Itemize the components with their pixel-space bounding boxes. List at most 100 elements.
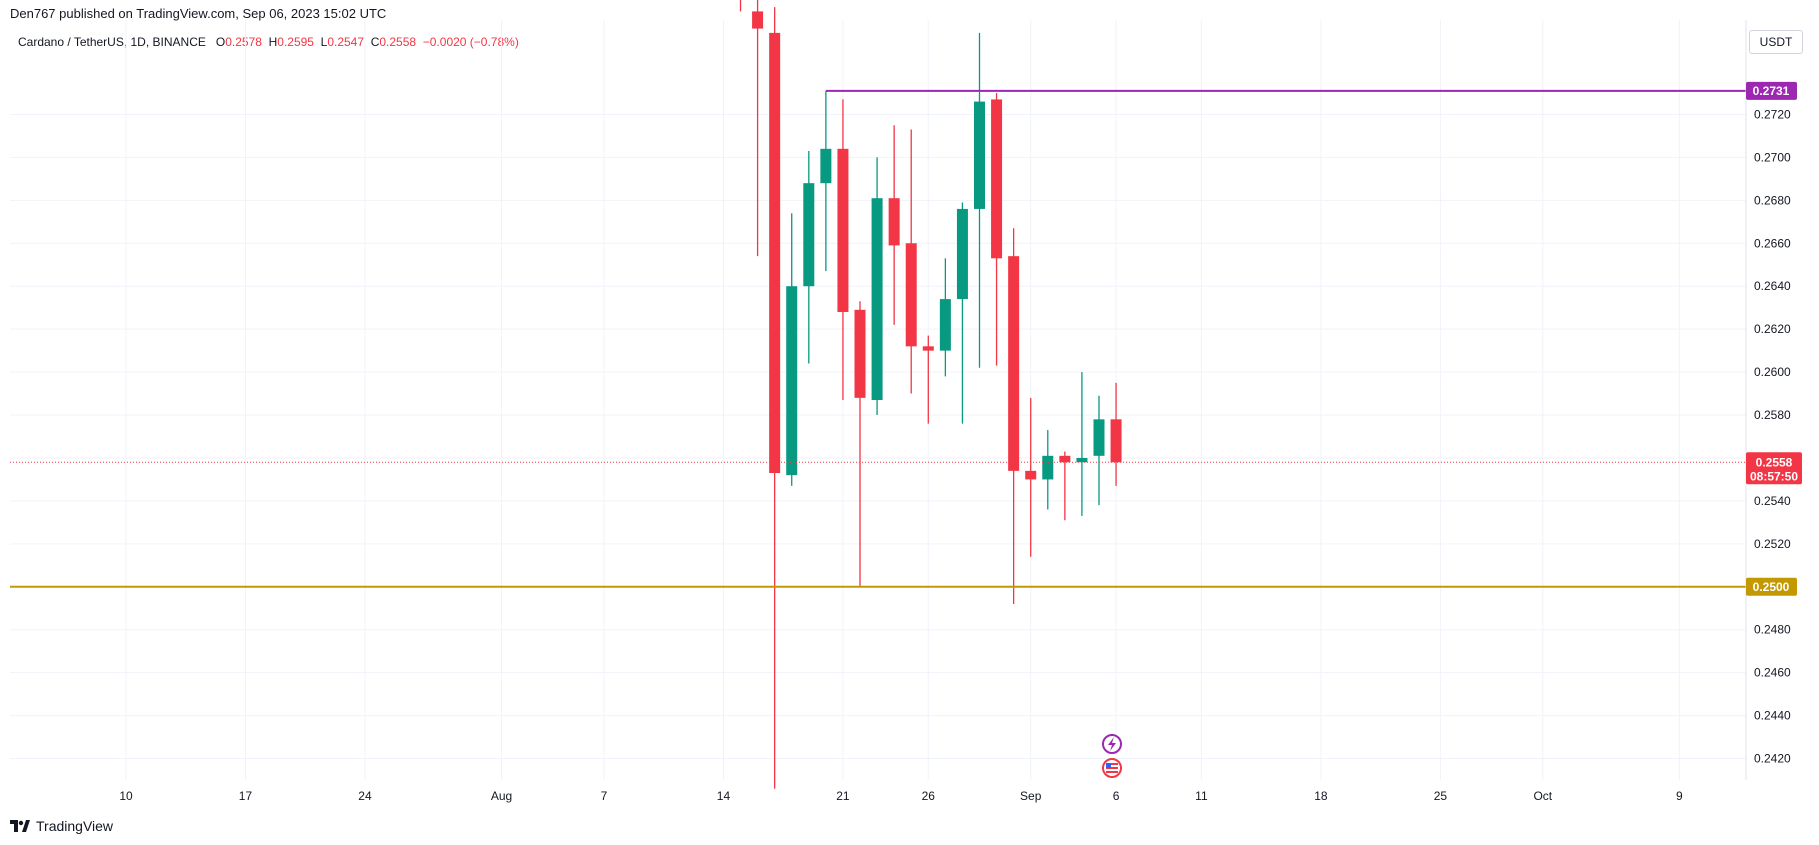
candle bbox=[837, 99, 849, 400]
candle-body bbox=[922, 346, 934, 351]
x-tick-label: 11 bbox=[1195, 789, 1208, 803]
candle-body bbox=[1059, 455, 1071, 463]
last-price-tag-text: 0.2558 bbox=[1756, 455, 1793, 469]
candles-layer bbox=[739, 0, 1122, 789]
candle-body bbox=[752, 11, 764, 29]
candle bbox=[871, 157, 883, 416]
y-tick-label: 0.2640 bbox=[1754, 279, 1791, 293]
y-tick-label: 0.2420 bbox=[1754, 752, 1791, 766]
candle-body bbox=[803, 183, 815, 287]
candle bbox=[1093, 395, 1105, 506]
y-tick-label: 0.2620 bbox=[1754, 322, 1791, 336]
candle-body bbox=[1110, 419, 1122, 463]
y-tick-label: 0.2660 bbox=[1754, 236, 1791, 250]
candle bbox=[1059, 451, 1071, 521]
x-tick-label: 18 bbox=[1314, 789, 1328, 803]
candle bbox=[1110, 382, 1122, 486]
y-tick-label: 0.2460 bbox=[1754, 666, 1791, 680]
candle bbox=[905, 129, 917, 394]
candle-body bbox=[769, 32, 781, 473]
y-tick-label: 0.2680 bbox=[1754, 193, 1791, 207]
price-level-tag bbox=[1746, 577, 1797, 596]
x-tick-label: Sep bbox=[1020, 789, 1042, 803]
candle bbox=[1076, 372, 1088, 516]
price-axis: 0.2420 0.2440 0.2460 0.2480 0.2500 0.2520 0.25… bbox=[1754, 107, 1791, 765]
us-flag-icon[interactable] bbox=[1102, 758, 1122, 778]
price-level-tag-text: 0.2731 bbox=[1753, 84, 1790, 98]
candle bbox=[956, 202, 968, 424]
y-tick-label: 0.2540 bbox=[1754, 494, 1791, 508]
candle bbox=[1042, 430, 1054, 510]
y-tick-label: 0.2480 bbox=[1754, 623, 1791, 637]
footer-brand[interactable]: TradingView bbox=[10, 818, 113, 834]
x-tick-label: 6 bbox=[1113, 789, 1120, 803]
candle-body bbox=[974, 101, 985, 209]
time-axis: 10 17 24 Aug 7 14 21 26 Sep 6 11 18 25 Oct 9 bbox=[119, 789, 1683, 803]
candle-body bbox=[905, 243, 917, 347]
symbol-legend: Cardano / TetherUS, 1D, BINANCE O0.2578 … bbox=[18, 35, 519, 49]
x-tick-label: 17 bbox=[239, 789, 253, 803]
candle-body bbox=[939, 299, 951, 351]
change-value: −0.0020 (−0.78%) bbox=[422, 35, 519, 49]
open-label: O bbox=[215, 35, 226, 49]
candle bbox=[752, 0, 764, 257]
y-tick-label: 0.2440 bbox=[1754, 709, 1791, 723]
candle-body bbox=[786, 286, 798, 476]
tradingview-brand-label: TradingView bbox=[36, 818, 114, 834]
last-price-tag bbox=[1746, 452, 1802, 485]
candle-body bbox=[1076, 457, 1088, 463]
published-by-text: Den767 published on TradingView.com, Sep… bbox=[10, 6, 387, 21]
x-tick-label: 24 bbox=[358, 789, 372, 803]
horizontal-lines-layer bbox=[10, 89, 1746, 588]
high-label: H bbox=[268, 35, 278, 49]
x-tick-label: 21 bbox=[836, 789, 850, 803]
y-tick-label: 0.2700 bbox=[1754, 150, 1791, 164]
events-markers[interactable] bbox=[1102, 734, 1122, 778]
candle bbox=[1025, 397, 1037, 557]
low-label: L bbox=[320, 35, 328, 49]
candle bbox=[974, 32, 985, 368]
candle bbox=[939, 258, 951, 377]
candle-body bbox=[820, 148, 832, 184]
candle bbox=[991, 92, 1003, 366]
x-tick-label: 9 bbox=[1676, 789, 1683, 803]
x-tick-label: 26 bbox=[922, 789, 936, 803]
candle-body bbox=[888, 198, 900, 246]
candle bbox=[739, 0, 742, 12]
countdown-tag-text: 08:57:50 bbox=[1750, 469, 1798, 483]
candle bbox=[786, 213, 798, 486]
candle bbox=[888, 125, 900, 325]
candle bbox=[769, 7, 781, 789]
candle-body bbox=[1008, 256, 1020, 471]
candle bbox=[803, 150, 815, 364]
price-level-tag bbox=[1746, 81, 1797, 100]
candle bbox=[922, 335, 934, 424]
y-tick-label: 0.2580 bbox=[1754, 408, 1791, 422]
x-tick-label: 25 bbox=[1434, 789, 1448, 803]
candle-body bbox=[1093, 419, 1105, 456]
tradingview-logo-icon bbox=[10, 820, 30, 832]
candle-body bbox=[956, 208, 968, 300]
y-tick-label: 0.2720 bbox=[1754, 107, 1791, 121]
symbol-name[interactable]: Cardano / TetherUS, 1D, BINANCE bbox=[18, 35, 206, 49]
candle-body bbox=[871, 198, 883, 400]
low-value: 0.2547 bbox=[327, 35, 365, 49]
x-tick-label: 7 bbox=[601, 789, 608, 803]
lightning-icon[interactable] bbox=[1102, 734, 1122, 754]
x-tick-label: Aug bbox=[491, 789, 512, 803]
close-label: C bbox=[370, 35, 380, 49]
x-tick-label: 10 bbox=[119, 789, 133, 803]
x-tick-label: Oct bbox=[1533, 789, 1552, 803]
x-tick-label: 14 bbox=[717, 789, 731, 803]
candle-body bbox=[1025, 470, 1037, 480]
high-value: 0.2595 bbox=[277, 35, 314, 49]
close-value: 0.2558 bbox=[379, 35, 417, 49]
candle-body bbox=[991, 99, 1003, 259]
price-level-tag-text: 0.2500 bbox=[1753, 580, 1790, 594]
y-tick-label: 0.2600 bbox=[1754, 365, 1791, 379]
candle-body bbox=[1042, 455, 1054, 480]
candle bbox=[1008, 228, 1020, 604]
currency-selector[interactable]: USDT bbox=[1749, 30, 1803, 54]
candle-body bbox=[837, 148, 849, 312]
